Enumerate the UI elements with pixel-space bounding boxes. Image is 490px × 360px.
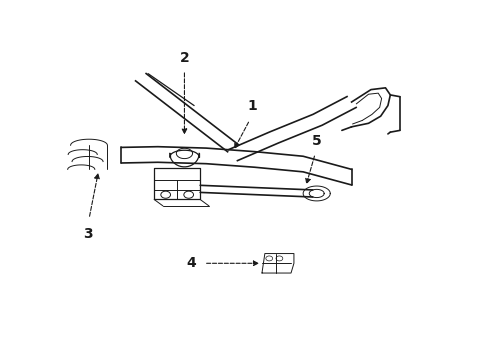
Text: 1: 1 <box>247 99 257 113</box>
Text: 4: 4 <box>187 256 196 270</box>
Text: 3: 3 <box>83 227 93 241</box>
Text: 2: 2 <box>179 51 189 65</box>
Text: 5: 5 <box>312 134 321 148</box>
